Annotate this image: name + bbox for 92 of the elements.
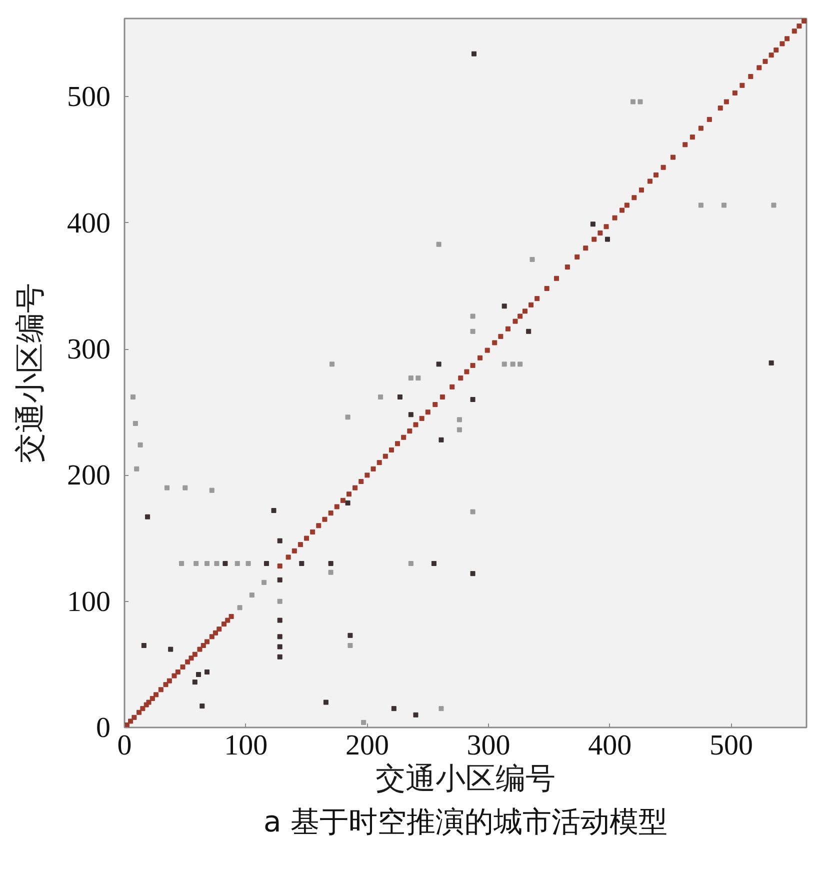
text: a 基于时空推演的城市活动模型 xyxy=(264,804,668,838)
point xyxy=(168,646,174,652)
point xyxy=(348,632,353,638)
point xyxy=(502,362,507,367)
point xyxy=(194,560,199,566)
point xyxy=(237,605,242,610)
point xyxy=(431,560,436,566)
point xyxy=(145,514,150,520)
point xyxy=(408,560,414,566)
point xyxy=(271,508,276,514)
point xyxy=(277,654,282,660)
point xyxy=(182,485,188,490)
y-tick-label: 200 xyxy=(67,460,110,492)
point xyxy=(277,577,282,582)
point xyxy=(502,304,507,309)
point xyxy=(470,328,476,334)
point xyxy=(204,560,210,566)
point xyxy=(771,202,776,208)
point xyxy=(345,500,350,506)
x-tick-label: 300 xyxy=(466,730,510,762)
point xyxy=(408,376,414,381)
point xyxy=(526,328,532,334)
point xyxy=(361,720,366,725)
point xyxy=(391,706,396,712)
point xyxy=(264,560,269,566)
point xyxy=(408,412,414,418)
x-tick-label: 0 xyxy=(117,730,132,762)
y-tick-label: 300 xyxy=(67,334,110,366)
y-tick-label: 500 xyxy=(67,81,110,114)
point xyxy=(192,680,198,685)
y-axis-title: 交通小区编号 xyxy=(13,283,48,463)
point xyxy=(530,256,535,262)
point xyxy=(330,362,335,367)
point xyxy=(262,580,267,585)
point xyxy=(249,592,254,598)
point xyxy=(214,560,220,566)
point xyxy=(277,618,282,623)
point xyxy=(518,362,523,367)
point xyxy=(470,509,476,514)
point xyxy=(416,376,421,381)
point xyxy=(413,712,418,718)
point xyxy=(438,437,444,442)
point xyxy=(277,598,282,604)
point xyxy=(130,394,136,400)
point xyxy=(277,644,282,650)
point xyxy=(323,700,328,705)
point xyxy=(277,634,282,640)
point xyxy=(132,420,138,426)
x-axis-title: 交通小区编号 xyxy=(376,762,556,796)
point xyxy=(222,560,228,566)
point xyxy=(134,466,140,472)
x-tick-label: 100 xyxy=(224,730,268,762)
point xyxy=(209,488,214,493)
point xyxy=(604,236,610,242)
point xyxy=(328,560,334,566)
point xyxy=(348,643,353,648)
point xyxy=(328,570,334,575)
point xyxy=(345,414,350,420)
point xyxy=(378,394,384,400)
point xyxy=(698,202,704,208)
x-tick-label: 200 xyxy=(345,730,389,762)
point xyxy=(510,362,516,367)
point xyxy=(246,560,251,566)
point xyxy=(141,643,146,648)
point xyxy=(204,669,210,674)
point xyxy=(470,396,476,402)
point xyxy=(164,485,170,490)
x-tick-label: 500 xyxy=(710,730,754,762)
point xyxy=(196,672,202,678)
point xyxy=(630,99,636,104)
y-tick-label: 400 xyxy=(67,207,110,240)
point xyxy=(436,242,442,247)
point xyxy=(436,362,442,367)
point xyxy=(721,202,726,208)
point xyxy=(470,571,476,576)
point xyxy=(638,99,643,104)
y-tick-label: 100 xyxy=(67,586,110,618)
point xyxy=(768,360,774,366)
point xyxy=(590,222,596,227)
point xyxy=(234,560,240,566)
point xyxy=(179,560,184,566)
point xyxy=(456,417,462,422)
point xyxy=(471,51,476,56)
point xyxy=(277,538,282,544)
point xyxy=(470,314,476,319)
point xyxy=(138,442,143,448)
x-tick-label: 400 xyxy=(588,730,632,762)
point xyxy=(397,394,402,400)
point xyxy=(200,704,205,709)
point xyxy=(456,427,462,432)
point xyxy=(438,706,444,712)
point xyxy=(299,560,304,566)
